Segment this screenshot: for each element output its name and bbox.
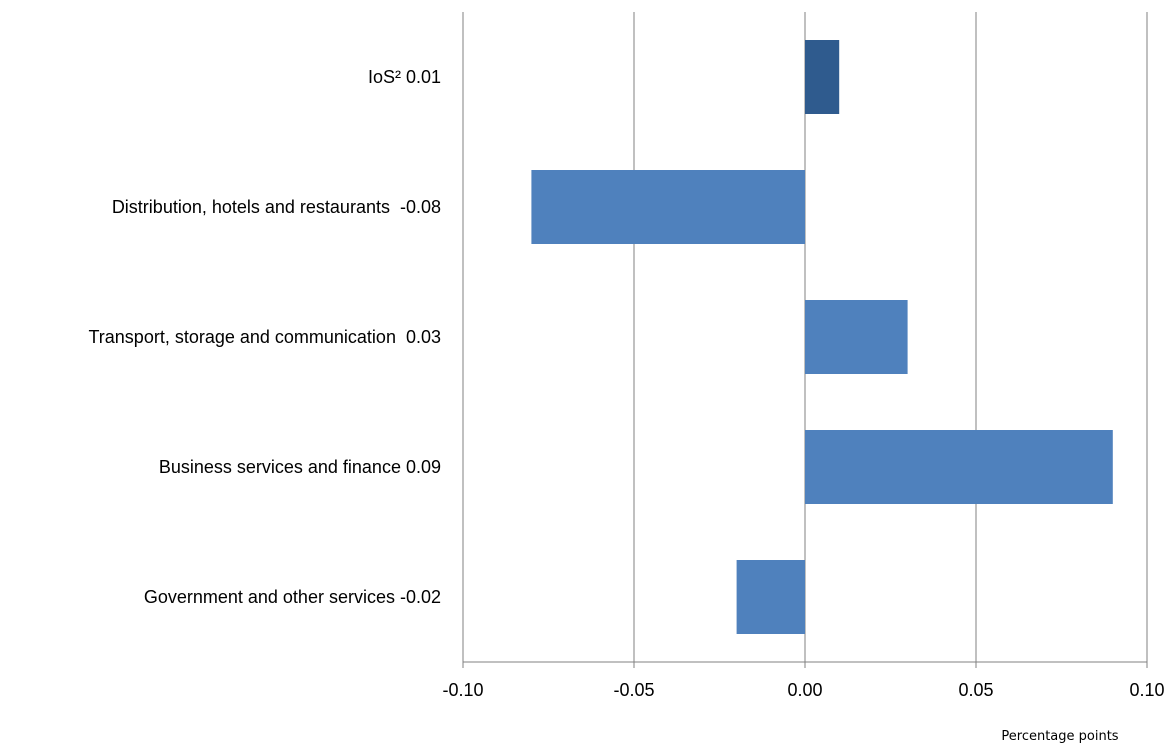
bar — [805, 40, 840, 114]
x-tick-label: 0.00 — [787, 680, 822, 700]
x-tick-label: 0.10 — [1129, 680, 1164, 700]
bar — [736, 560, 805, 634]
bar — [805, 430, 1113, 504]
x-tick-label: -0.10 — [442, 680, 483, 700]
bar — [531, 170, 805, 244]
bars — [531, 40, 1113, 634]
category-label: Distribution, hotels and restaurants -0.… — [112, 197, 441, 217]
category-labels: IoS² 0.01 Distribution, hotels and restau… — [88, 67, 441, 607]
axes — [462, 12, 1147, 663]
category-label: Business services and finance 0.09 — [159, 457, 441, 477]
category-label: Transport, storage and communication 0.0… — [88, 327, 441, 347]
x-tick-labels: -0.10 -0.05 0.00 0.05 0.10 — [442, 680, 1164, 700]
category-label: Government and other services -0.02 — [144, 587, 441, 607]
x-axis-title: Percentage points — [1001, 729, 1118, 744]
bar — [805, 300, 908, 374]
category-label: IoS² 0.01 — [368, 67, 441, 87]
x-tick-label: 0.05 — [958, 680, 993, 700]
x-tick-label: -0.05 — [613, 680, 654, 700]
